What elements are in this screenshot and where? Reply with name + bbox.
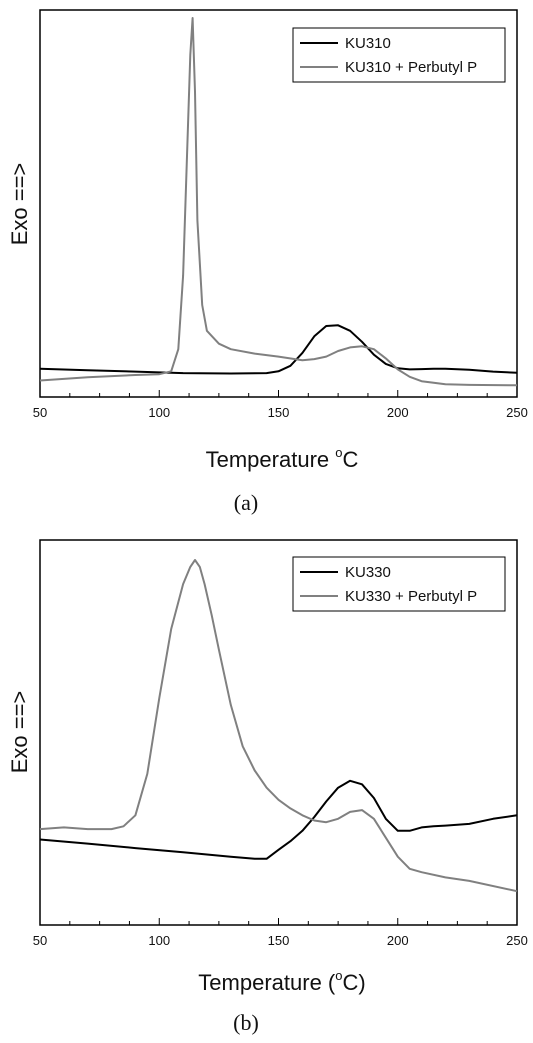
panel-a-x-axis-title: Temperature oC bbox=[206, 445, 359, 472]
panel-b-legend-label-1: KU330 bbox=[345, 564, 391, 581]
panel-a-x-tick-label: 200 bbox=[387, 405, 409, 420]
panel-a-x-tick-label: 50 bbox=[33, 405, 47, 420]
panel-a-x-tick-label: 150 bbox=[268, 405, 290, 420]
panel-a-tick-marks bbox=[39, 390, 518, 397]
panel-b-legend-box bbox=[292, 556, 506, 612]
panel-a-legend-box bbox=[292, 27, 506, 83]
panel-b-x-axis-title-degree: o bbox=[335, 968, 342, 983]
panel-b-series-line-1 bbox=[39, 779, 518, 860]
panel-b-chart: 50 100 150 200 250 KU330 KU330 + Perbutyl P … bbox=[7, 539, 528, 1035]
panel-a-series-lines bbox=[39, 17, 518, 387]
panel-b-series-line-2 bbox=[39, 559, 518, 893]
panel-a-y-axis-title: Exo ==> bbox=[7, 163, 32, 246]
panel-a-x-axis-title-suffix: C bbox=[342, 447, 358, 472]
panel-a-series-line-1 bbox=[39, 324, 518, 375]
panel-a-legend-label-1: KU310 bbox=[345, 35, 391, 52]
panel-b-x-tick-label: 100 bbox=[148, 933, 170, 948]
panel-a-legend: KU310 KU310 + Perbutyl P bbox=[292, 27, 506, 83]
panel-b-tick-marks bbox=[39, 918, 518, 925]
panel-b-x-axis-title-suffix: C) bbox=[342, 970, 365, 995]
panel-b-x-axis-title: Temperature (oC) bbox=[198, 968, 365, 995]
panel-b-legend: KU330 KU330 + Perbutyl P bbox=[292, 556, 506, 612]
panel-b-legend-label-2: KU330 + Perbutyl P bbox=[345, 588, 477, 605]
panel-b-x-tick-label: 50 bbox=[33, 933, 47, 948]
panel-b-x-tick-label: 200 bbox=[387, 933, 409, 948]
panel-a-x-tick-labels: 50 100 150 200 250 bbox=[33, 405, 528, 420]
panel-a-series-line-2 bbox=[39, 17, 518, 387]
panel-b-x-tick-label: 250 bbox=[506, 933, 528, 948]
panel-a-x-tick-label: 100 bbox=[148, 405, 170, 420]
panel-a-x-axis-title-degree: o bbox=[335, 445, 342, 460]
panel-a-caption: (a) bbox=[234, 490, 258, 515]
panel-a-chart: 50 100 150 200 250 KU310 KU310 + Perbutyl P … bbox=[7, 9, 528, 515]
panel-b-x-tick-label: 150 bbox=[268, 933, 290, 948]
panel-a-legend-label-2: KU310 + Perbutyl P bbox=[345, 59, 477, 76]
panel-a-x-axis-title-prefix: Temperature bbox=[206, 447, 336, 472]
panel-b-x-axis-title-prefix: Temperature ( bbox=[198, 970, 336, 995]
panel-b-x-tick-labels: 50 100 150 200 250 bbox=[33, 933, 528, 948]
panel-b-y-axis-title: Exo ==> bbox=[7, 691, 32, 774]
panel-b-series-lines bbox=[39, 559, 518, 893]
panel-b-caption: (b) bbox=[233, 1010, 259, 1035]
panel-a-x-tick-label: 250 bbox=[506, 405, 528, 420]
